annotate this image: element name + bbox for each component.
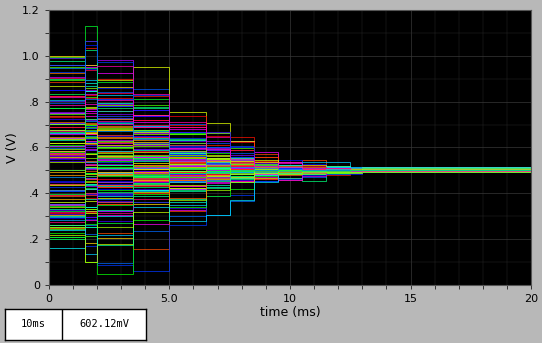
Text: 10ms: 10ms <box>21 319 46 329</box>
X-axis label: time (ms): time (ms) <box>260 307 320 319</box>
Text: 602.12mV: 602.12mV <box>79 319 129 329</box>
Y-axis label: V (V): V (V) <box>6 132 19 163</box>
